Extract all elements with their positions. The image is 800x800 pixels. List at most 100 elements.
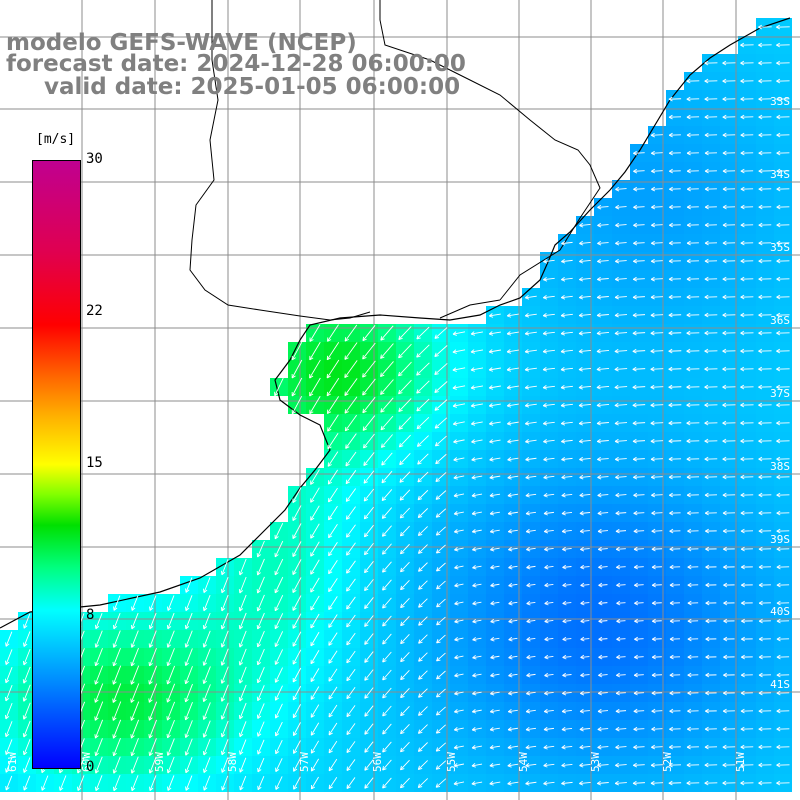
wind-arrow: [740, 330, 754, 336]
wind-arrow: [328, 776, 338, 790]
wind-arrow: [740, 294, 754, 300]
wind-arrow: [434, 327, 448, 339]
wind-arrow: [436, 616, 446, 626]
wind-arrow: [398, 326, 412, 341]
wind-arrow: [543, 277, 555, 282]
wind-arrow: [130, 738, 139, 757]
wind-arrow: [238, 702, 247, 720]
wind-arrow: [470, 349, 484, 354]
wind-arrow: [597, 456, 609, 462]
wind-arrow: [722, 294, 736, 300]
wind-arrow: [650, 258, 663, 264]
wind-arrow: [776, 204, 790, 210]
wind-arrow: [722, 150, 736, 156]
wind-arrow: [686, 78, 700, 84]
wind-arrow: [220, 559, 229, 576]
wind-arrow: [291, 359, 303, 379]
wind-arrow: [489, 528, 500, 534]
wind-arrow: [292, 667, 302, 683]
wind-arrow: [704, 150, 717, 156]
wind-arrow: [488, 385, 501, 390]
wind-arrow: [525, 474, 537, 480]
wind-arrow: [471, 763, 483, 768]
wind-arrow: [130, 683, 140, 703]
wind-arrow: [328, 704, 338, 718]
wind-arrow: [723, 690, 735, 696]
wind-arrow: [578, 438, 591, 444]
wind-arrow: [758, 582, 771, 588]
wind-arrow: [344, 396, 358, 414]
wind-arrow: [453, 475, 465, 480]
wind-arrow: [560, 294, 573, 300]
wind-arrow: [615, 186, 627, 192]
wind-arrow: [524, 403, 537, 408]
wind-arrow: [490, 690, 500, 696]
wind-arrow: [560, 384, 573, 390]
wind-arrow: [238, 684, 247, 702]
wind-arrow: [722, 402, 736, 408]
wind-arrow: [579, 474, 591, 480]
wind-arrow: [435, 760, 447, 770]
wind-arrow: [256, 576, 265, 594]
wind-arrow: [508, 564, 518, 570]
wind-arrow: [722, 474, 736, 480]
wind-arrow: [326, 359, 340, 379]
wind-arrow: [578, 312, 591, 318]
latitude-label: 35S: [770, 241, 790, 254]
wind-arrow: [417, 489, 429, 501]
wind-arrow: [596, 294, 609, 300]
wind-arrow: [722, 744, 736, 750]
wind-arrow: [579, 492, 591, 498]
wind-arrow: [687, 546, 699, 552]
wind-arrow: [274, 576, 284, 594]
wind-arrow: [310, 776, 319, 790]
wind-arrow: [416, 380, 430, 394]
wind-arrow: [292, 613, 302, 629]
wind-arrow: [614, 402, 628, 408]
wind-arrow: [454, 547, 464, 552]
wind-arrow: [776, 528, 790, 534]
wind-arrow: [722, 492, 736, 498]
wind-arrow: [634, 600, 644, 606]
wind-arrow: [776, 96, 790, 102]
wind-arrow: [614, 366, 628, 372]
wind-arrow: [346, 560, 356, 574]
wind-arrow: [41, 775, 49, 791]
wind-arrow: [544, 564, 554, 570]
wind-arrow: [758, 708, 772, 714]
wind-arrow: [544, 600, 554, 606]
wind-arrow: [167, 775, 175, 791]
wind-arrow: [776, 78, 790, 84]
colorbar-tick-8: 8: [86, 607, 95, 623]
wind-arrow: [202, 666, 211, 684]
wind-arrow: [526, 582, 536, 588]
wind-arrow: [399, 471, 411, 483]
wind-arrow: [740, 168, 754, 174]
wind-arrow: [758, 276, 772, 282]
wind-arrow: [704, 780, 718, 786]
wind-arrow: [579, 222, 591, 228]
wind-arrow: [490, 672, 500, 678]
wind-arrow: [686, 366, 700, 372]
wind-arrow: [740, 42, 754, 48]
wind-arrow: [758, 60, 772, 66]
wind-arrow: [740, 438, 754, 444]
wind-arrow: [149, 775, 157, 792]
wind-arrow: [148, 647, 157, 667]
wind-arrow: [704, 366, 718, 372]
wind-arrow: [526, 546, 536, 552]
wind-arrow: [651, 204, 663, 210]
wind-arrow: [363, 524, 374, 538]
wind-arrow: [166, 683, 176, 703]
wind-arrow: [380, 325, 394, 341]
wind-arrow: [310, 650, 320, 665]
wind-arrow: [615, 690, 626, 696]
wind-arrow: [722, 276, 736, 282]
wind-arrow: [454, 600, 464, 606]
wind-arrow: [668, 96, 682, 102]
wind-arrow: [239, 775, 247, 791]
wind-arrow: [758, 222, 772, 228]
wind-arrow: [4, 721, 13, 738]
wind-arrow: [417, 508, 429, 519]
wind-arrow: [596, 402, 610, 408]
